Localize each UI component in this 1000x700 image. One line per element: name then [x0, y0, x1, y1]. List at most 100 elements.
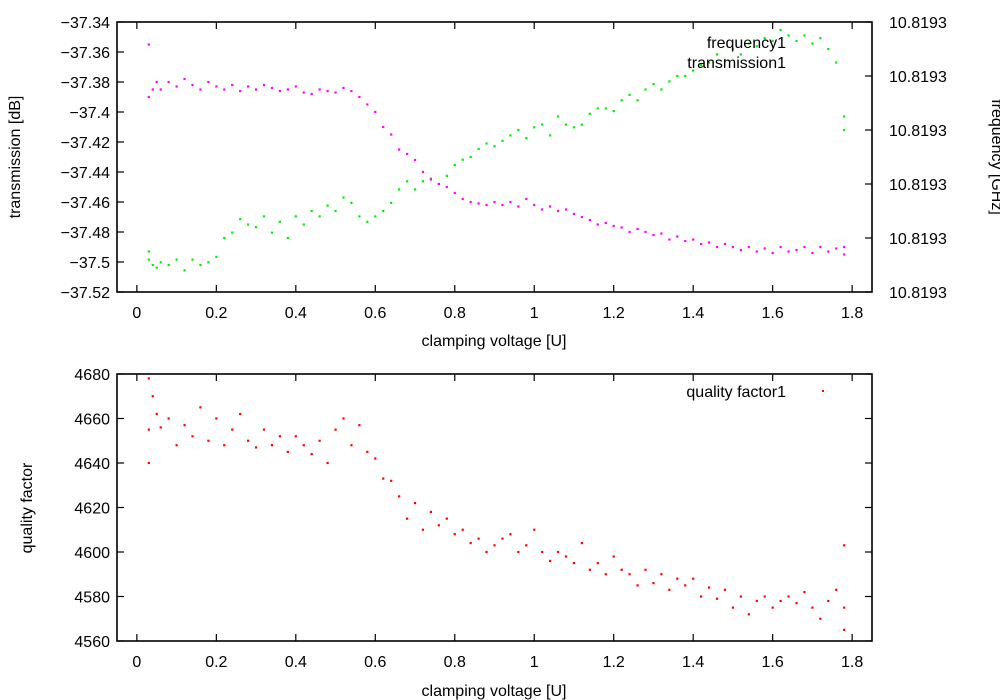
transmission1-point [159, 88, 162, 91]
quality-factor1-point [493, 544, 496, 547]
quality-factor1-point [572, 562, 576, 565]
frequency1-point [660, 88, 663, 91]
transmission1-point [509, 200, 512, 204]
top-x-tick-label: 1 [530, 305, 539, 322]
top-x-tick-label: 1.6 [762, 305, 784, 322]
transmission1-point [835, 247, 838, 250]
transmission1-point [596, 223, 599, 226]
quality-factor1-point [684, 584, 687, 587]
frequency1-point [223, 236, 226, 240]
frequency1-point [572, 126, 576, 129]
transmission1-point [668, 238, 671, 241]
bottom-x-tick-label: 1 [530, 654, 539, 671]
top-y-tick-label: −37.34 [61, 15, 110, 32]
transmission1-point [398, 148, 401, 151]
frequency1-point [763, 37, 766, 40]
frequency1-point [564, 123, 568, 126]
quality-factor1-point [723, 588, 727, 591]
transmission1-point [358, 95, 361, 99]
transmission1-point [429, 178, 433, 181]
transmission1-point [763, 247, 766, 250]
frequency1-point [254, 226, 258, 229]
top-y-tick-label: −37.52 [61, 285, 110, 302]
transmission1-point [572, 212, 576, 216]
frequency1-point [803, 34, 806, 37]
quality-factor1-point [771, 606, 774, 609]
frequency1-point [723, 58, 727, 61]
quality-factor1-point [382, 477, 385, 480]
quality-factor1-point [151, 395, 154, 398]
frequency1-point [453, 164, 456, 167]
bottom-x-tick-label: 0.8 [444, 654, 466, 671]
frequency1-point [286, 236, 289, 240]
frequency1-point [771, 39, 774, 42]
quality-factor1-point [556, 550, 560, 554]
transmission1-point [151, 88, 154, 91]
transmission1-point [334, 91, 337, 94]
bottom-x-tick-label: 1.2 [603, 654, 625, 671]
frequency1-point [731, 47, 735, 51]
frequency1-point [541, 123, 544, 126]
transmission1-point [405, 152, 409, 156]
frequency1-point [715, 53, 719, 56]
quality-factor1-point [596, 562, 599, 565]
frequency1-point [819, 37, 822, 40]
transmission1-point [549, 205, 552, 208]
top-x-tick-label: 0 [132, 305, 141, 322]
frequency1-point [843, 115, 846, 118]
quality-factor1-point [843, 606, 846, 609]
frequency1-point [215, 255, 218, 258]
frequency1-point [294, 215, 297, 218]
quality-factor1-point [262, 428, 266, 431]
quality-factor1-point [628, 573, 631, 576]
quality-factor1-point [342, 417, 345, 420]
bottom-y-tick-label: 4580 [74, 590, 110, 607]
legend-quality-factor1-label: quality factor1 [686, 384, 786, 401]
transmission1-point [215, 85, 218, 88]
frequency1-point [493, 145, 496, 148]
transmission1-point [310, 92, 313, 96]
right-y-tick-label: 10.8193 [889, 285, 947, 302]
transmission1-point [803, 245, 806, 249]
transmission1-point [779, 245, 782, 249]
frequency1-point [469, 155, 472, 159]
transmission1-point [739, 248, 742, 252]
top-y-tick-label: −37.44 [61, 165, 110, 182]
transmission1-point [564, 208, 568, 211]
transmission1-point [628, 230, 631, 234]
quality-factor1-point [398, 495, 401, 498]
frequency1-point [413, 188, 417, 191]
transmission1-point [207, 80, 210, 84]
bottom-x-tick-label: 0 [132, 654, 141, 671]
frequency1-point [684, 74, 687, 78]
quality-factor1-point [155, 412, 158, 416]
frequency1-point [843, 128, 846, 132]
transmission1-point [501, 203, 504, 207]
quality-factor1-point [215, 417, 218, 420]
frequency1-point [382, 209, 385, 213]
quality-factor1-point [580, 542, 584, 545]
quality-factor1-point [835, 588, 838, 591]
frequency1-point [612, 110, 615, 113]
quality-factor1-point [795, 602, 798, 605]
transmission1-point [715, 245, 719, 249]
frequency1-point [588, 112, 591, 115]
transmission1-point [755, 250, 758, 253]
frequency1-point [477, 147, 480, 150]
frequency1-point [517, 128, 520, 132]
transmission1-point [286, 88, 289, 91]
transmission1-point [771, 251, 774, 255]
transmission1-point [350, 89, 353, 93]
right-y-tick-label: 10.8193 [889, 231, 947, 248]
frequency1-point [580, 123, 584, 126]
quality-factor1-point [286, 450, 289, 453]
frequency1-point [310, 209, 313, 213]
transmission-frequency-panel: −37.52 −37.5 −37.48 −37.46 −37.44 −37.42 −37.4… [7, 15, 1000, 350]
transmission1-point [461, 197, 464, 201]
quality-factor1-point [199, 406, 202, 409]
frequency1-point [278, 220, 282, 223]
frequency1-point [707, 61, 711, 64]
frequency1-point [485, 142, 488, 145]
quality-factor1-point [390, 479, 393, 482]
